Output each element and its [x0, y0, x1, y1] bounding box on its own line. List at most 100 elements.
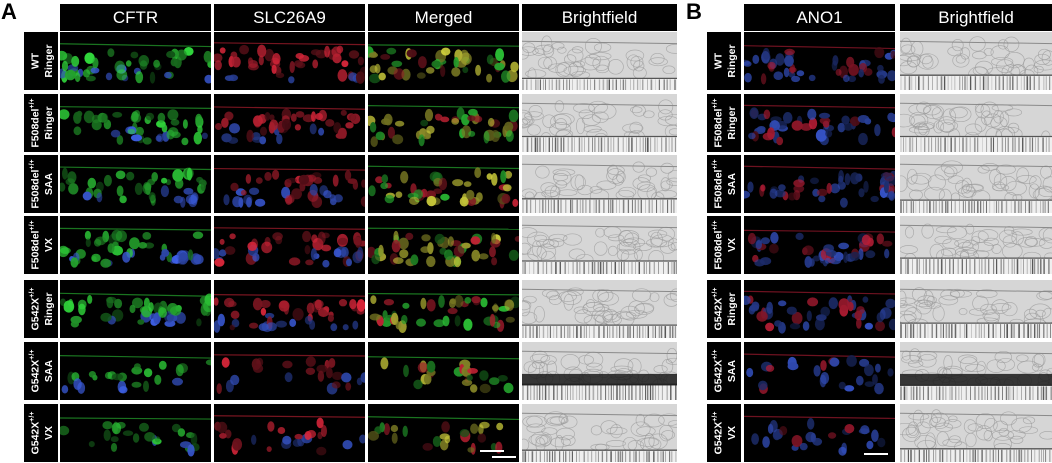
brightfield-image [522, 94, 677, 152]
slc-micrograph [214, 404, 365, 462]
row-genotype: G542X [29, 359, 42, 393]
row-label: F508del+/+ VX [24, 216, 58, 274]
ano1-micrograph [744, 404, 895, 462]
brightfield-image [522, 280, 677, 338]
row-treatment: SAA [725, 172, 738, 196]
merged-micrograph [368, 155, 519, 213]
ano1-micrograph [744, 216, 895, 274]
row-genotype: F508del [712, 108, 725, 148]
column-header: Brightfield [522, 4, 677, 31]
brightfield-image [522, 32, 677, 90]
row-label: G542X+/+ VX [707, 404, 741, 462]
row-genotype: F508del [29, 230, 42, 270]
slc-micrograph [214, 32, 365, 90]
row-treatment: Ringer [725, 106, 738, 140]
brightfield-image [900, 155, 1052, 213]
row-label: G542X+/+ SAA [24, 342, 58, 400]
cftr-micrograph [60, 32, 211, 90]
row-label: F508del+/+ SAA [24, 155, 58, 213]
row-genotype: F508del [712, 169, 725, 209]
row-genotype-superscript: +/+ [29, 349, 37, 360]
row-genotype: G542X [29, 297, 42, 331]
brightfield-image [522, 155, 677, 213]
brightfield-image [522, 216, 677, 274]
scale-bar [492, 456, 516, 458]
row-treatment: SAA [42, 359, 55, 383]
brightfield-image [522, 342, 677, 400]
merged-micrograph [368, 32, 519, 90]
scale-bar [864, 453, 888, 455]
row-treatment: VX [42, 238, 55, 253]
row-treatment: VX [725, 426, 738, 441]
row-genotype-superscript: +/+ [29, 220, 37, 231]
brightfield-image [900, 342, 1052, 400]
ano1-micrograph [744, 155, 895, 213]
row-treatment: Ringer [42, 44, 55, 78]
row-genotype: G542X [712, 359, 725, 393]
brightfield-image [900, 216, 1052, 274]
row-genotype: F508del [29, 169, 42, 209]
row-genotype: G542X [712, 421, 725, 455]
row-treatment: Ringer [725, 292, 738, 326]
row-genotype-superscript: +/+ [29, 159, 37, 170]
cftr-micrograph [60, 216, 211, 274]
brightfield-image [900, 404, 1052, 462]
column-header: Brightfield [900, 4, 1052, 31]
row-treatment: VX [42, 426, 55, 441]
merged-micrograph [368, 94, 519, 152]
row-label: G542X+/+ VX [24, 404, 58, 462]
row-label: G542X+/+ Ringer [707, 280, 741, 338]
merged-micrograph [368, 342, 519, 400]
row-treatment: SAA [42, 172, 55, 196]
row-label: F508del+/+ VX [707, 216, 741, 274]
row-genotype: F508del [712, 230, 725, 270]
column-header: CFTR [60, 4, 211, 31]
column-header: ANO1 [744, 4, 895, 31]
merged-micrograph [368, 280, 519, 338]
slc-micrograph [214, 342, 365, 400]
row-genotype-superscript: +/+ [712, 411, 720, 422]
row-label: G542X+/+ SAA [707, 342, 741, 400]
slc-micrograph [214, 94, 365, 152]
cftr-micrograph [60, 404, 211, 462]
brightfield-image [522, 404, 677, 462]
slc-micrograph [214, 155, 365, 213]
row-genotype: WT [712, 52, 725, 70]
row-genotype-superscript: +/+ [712, 98, 720, 109]
column-header: Merged [368, 4, 519, 31]
row-label: WT Ringer [24, 32, 58, 90]
row-label: G542X+/+ Ringer [24, 280, 58, 338]
merged-micrograph [368, 216, 519, 274]
panel-letter: B [686, 0, 702, 24]
row-genotype: F508del [29, 108, 42, 148]
row-genotype: WT [29, 52, 42, 70]
ano1-micrograph [744, 342, 895, 400]
row-label: F508del+/+ Ringer [24, 94, 58, 152]
brightfield-image [900, 32, 1052, 90]
cftr-micrograph [60, 94, 211, 152]
row-genotype-superscript: +/+ [712, 349, 720, 360]
cftr-micrograph [60, 342, 211, 400]
row-genotype-superscript: +/+ [29, 287, 37, 298]
row-genotype-superscript: +/+ [712, 159, 720, 170]
row-treatment: Ringer [725, 44, 738, 78]
cftr-micrograph [60, 155, 211, 213]
row-treatment: Ringer [42, 292, 55, 326]
row-genotype-superscript: +/+ [29, 411, 37, 422]
ano1-micrograph [744, 94, 895, 152]
brightfield-image [900, 94, 1052, 152]
row-genotype-superscript: +/+ [712, 287, 720, 298]
merged-micrograph [368, 404, 519, 462]
row-treatment: SAA [725, 359, 738, 383]
brightfield-image [900, 280, 1052, 338]
row-label: F508del+/+ SAA [707, 155, 741, 213]
row-label: F508del+/+ Ringer [707, 94, 741, 152]
row-genotype: G542X [712, 297, 725, 331]
row-treatment: VX [725, 238, 738, 253]
row-genotype-superscript: +/+ [712, 220, 720, 231]
row-label: WT Ringer [707, 32, 741, 90]
column-header: SLC26A9 [214, 4, 365, 31]
panel-letter: A [1, 0, 17, 24]
slc-micrograph [214, 280, 365, 338]
